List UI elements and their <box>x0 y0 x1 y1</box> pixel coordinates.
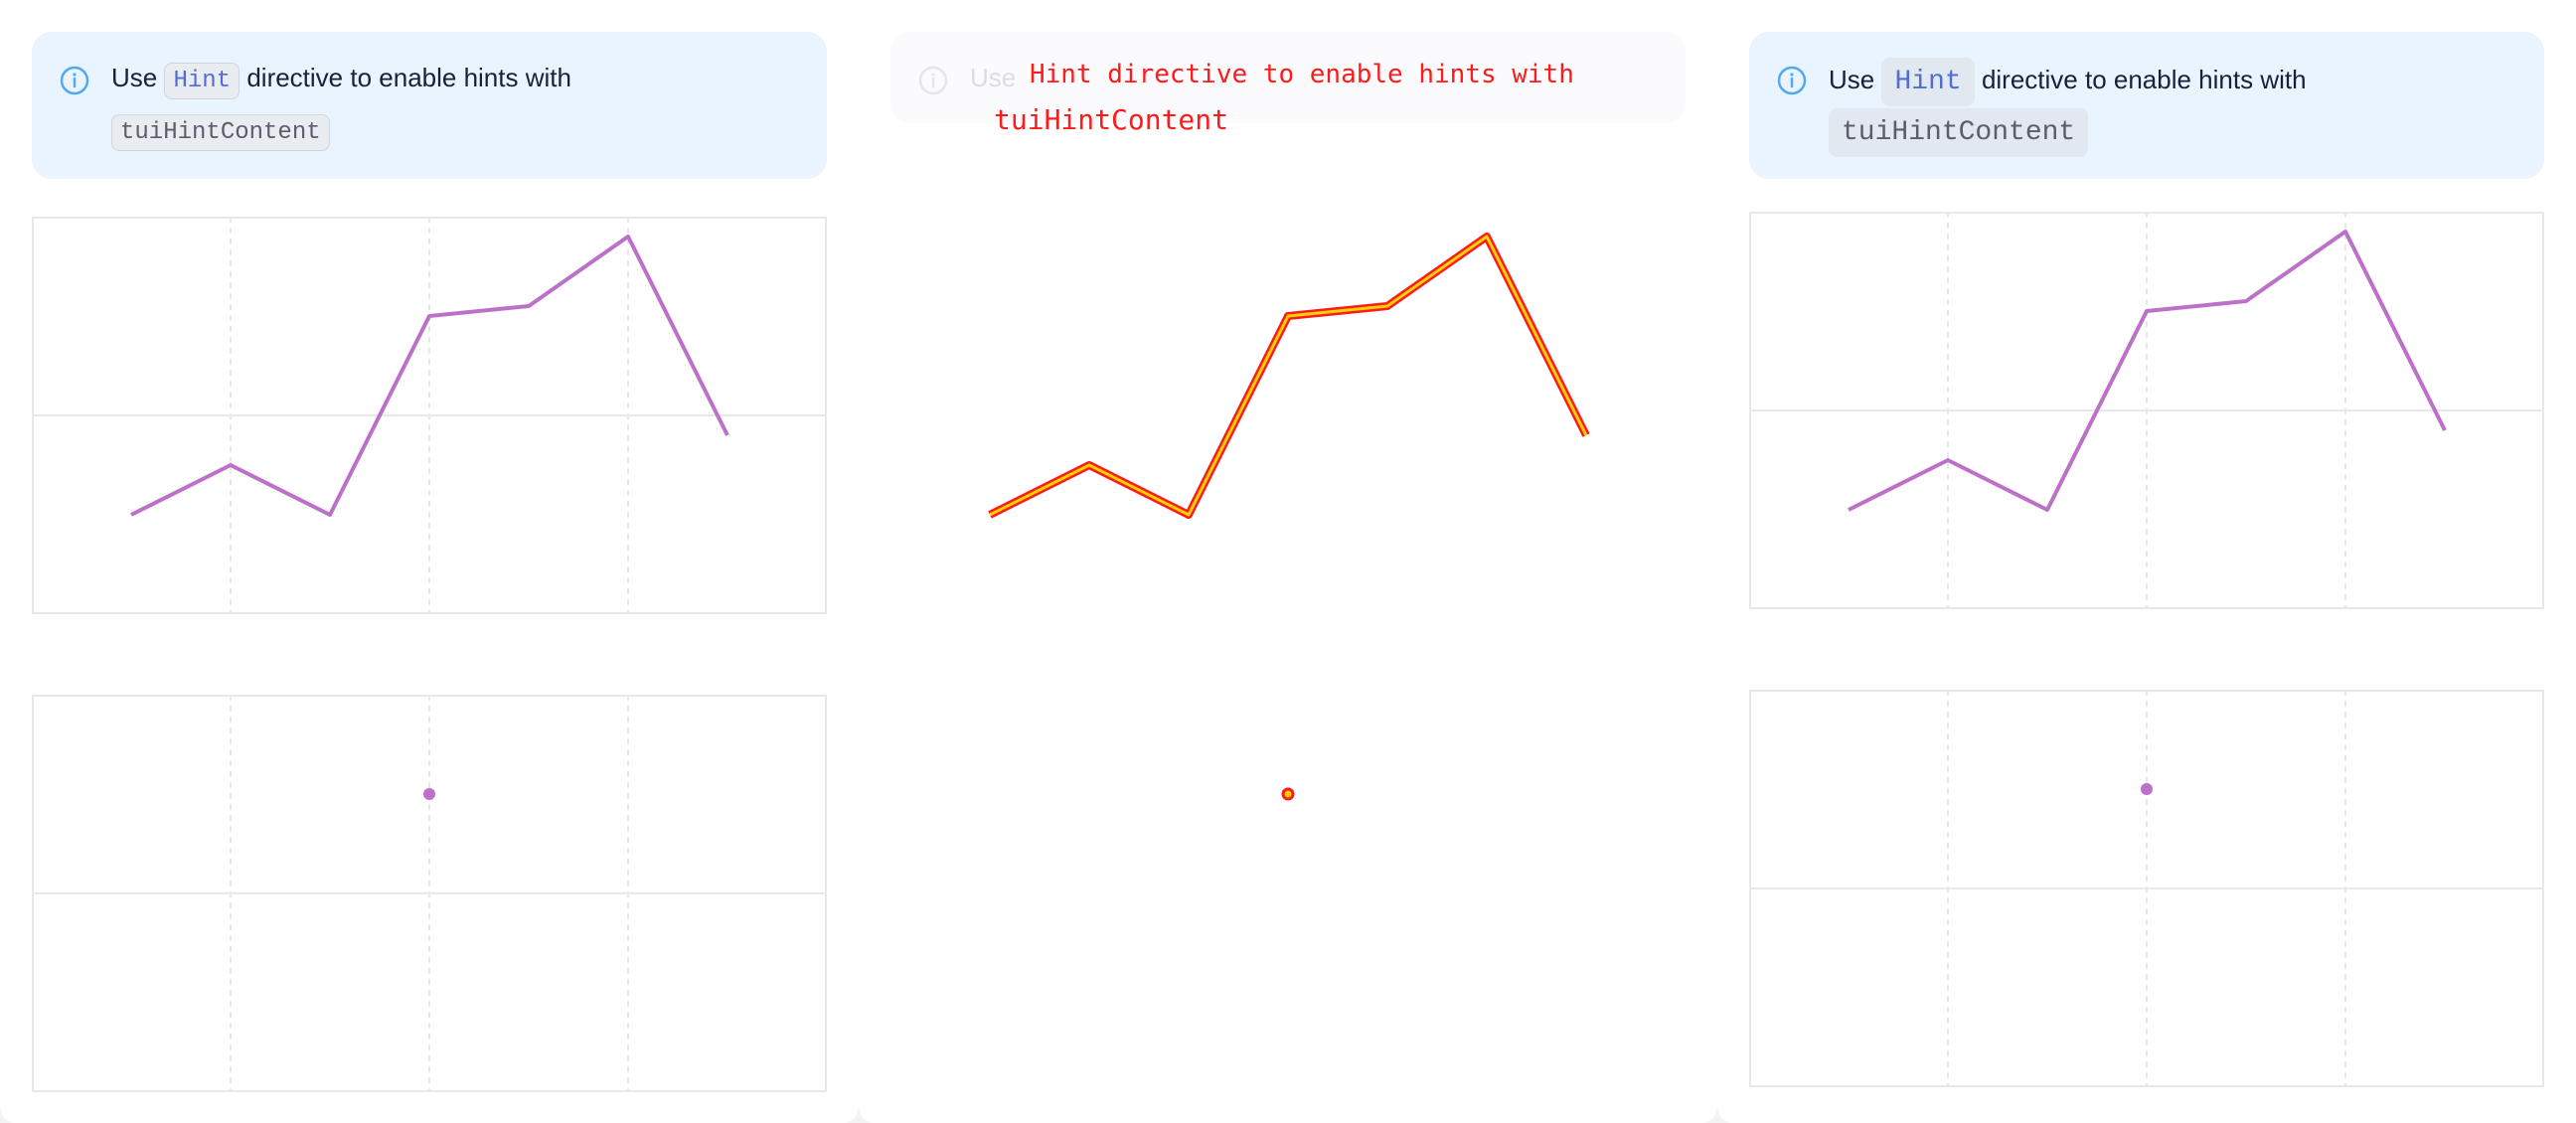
hint-notice-large: Use Hint directive to enable hints with … <box>1749 32 2544 179</box>
demo-panel-right: Use Hint directive to enable hints with … <box>1717 0 2576 1123</box>
info-icon <box>1777 66 1807 95</box>
overlay-line-1: Hint directive to enable hints with <box>1030 60 1574 89</box>
info-icon <box>60 66 89 95</box>
line-chart-container <box>1749 212 2544 609</box>
demo-panel-left: Use Hint directive to enable hints with … <box>0 0 859 1123</box>
data-point <box>2141 783 2153 795</box>
dot-chart-container <box>32 695 827 1092</box>
line-chart <box>1749 212 2544 609</box>
line-chart-overlay-container <box>890 217 1686 614</box>
hint-content-code: tuiHintContent <box>111 114 330 151</box>
series-line <box>1848 230 2447 512</box>
demo-panel-middle: Use Hint directive to enable hints with … <box>859 0 1717 1123</box>
dot-chart-overlay <box>1281 787 1295 801</box>
line-chart <box>32 217 827 614</box>
data-point <box>423 788 435 800</box>
hint-notice-faded: Use <box>890 32 1686 123</box>
dot-chart-overlay-container <box>890 695 1686 1092</box>
notice-prefix: Use <box>1829 65 1875 94</box>
notice-text: directive to enable hints with <box>246 63 571 92</box>
dot-chart-container <box>1749 690 2544 1087</box>
series-line <box>130 235 729 517</box>
line-chart-container <box>32 217 827 614</box>
dot-chart <box>32 695 827 1092</box>
dot-chart <box>1749 690 2544 1087</box>
notice-text: directive to enable hints with <box>1981 65 2307 94</box>
line-chart-overlay <box>988 233 1590 519</box>
series-line <box>989 235 1588 517</box>
overlay-line-2: tuiHintContent <box>994 103 1229 136</box>
data-point <box>1281 787 1295 801</box>
info-icon-faded <box>918 66 948 95</box>
hint-notice: Use Hint directive to enable hints with … <box>32 32 827 179</box>
hint-code: Hint <box>164 63 241 99</box>
notice-prefix: Use <box>111 63 158 92</box>
series-line-outline <box>988 233 1590 519</box>
hint-content-code: tuiHintContent <box>1829 108 2089 157</box>
notice-prefix-faded: Use <box>970 63 1017 92</box>
hint-code: Hint <box>1881 58 1975 106</box>
